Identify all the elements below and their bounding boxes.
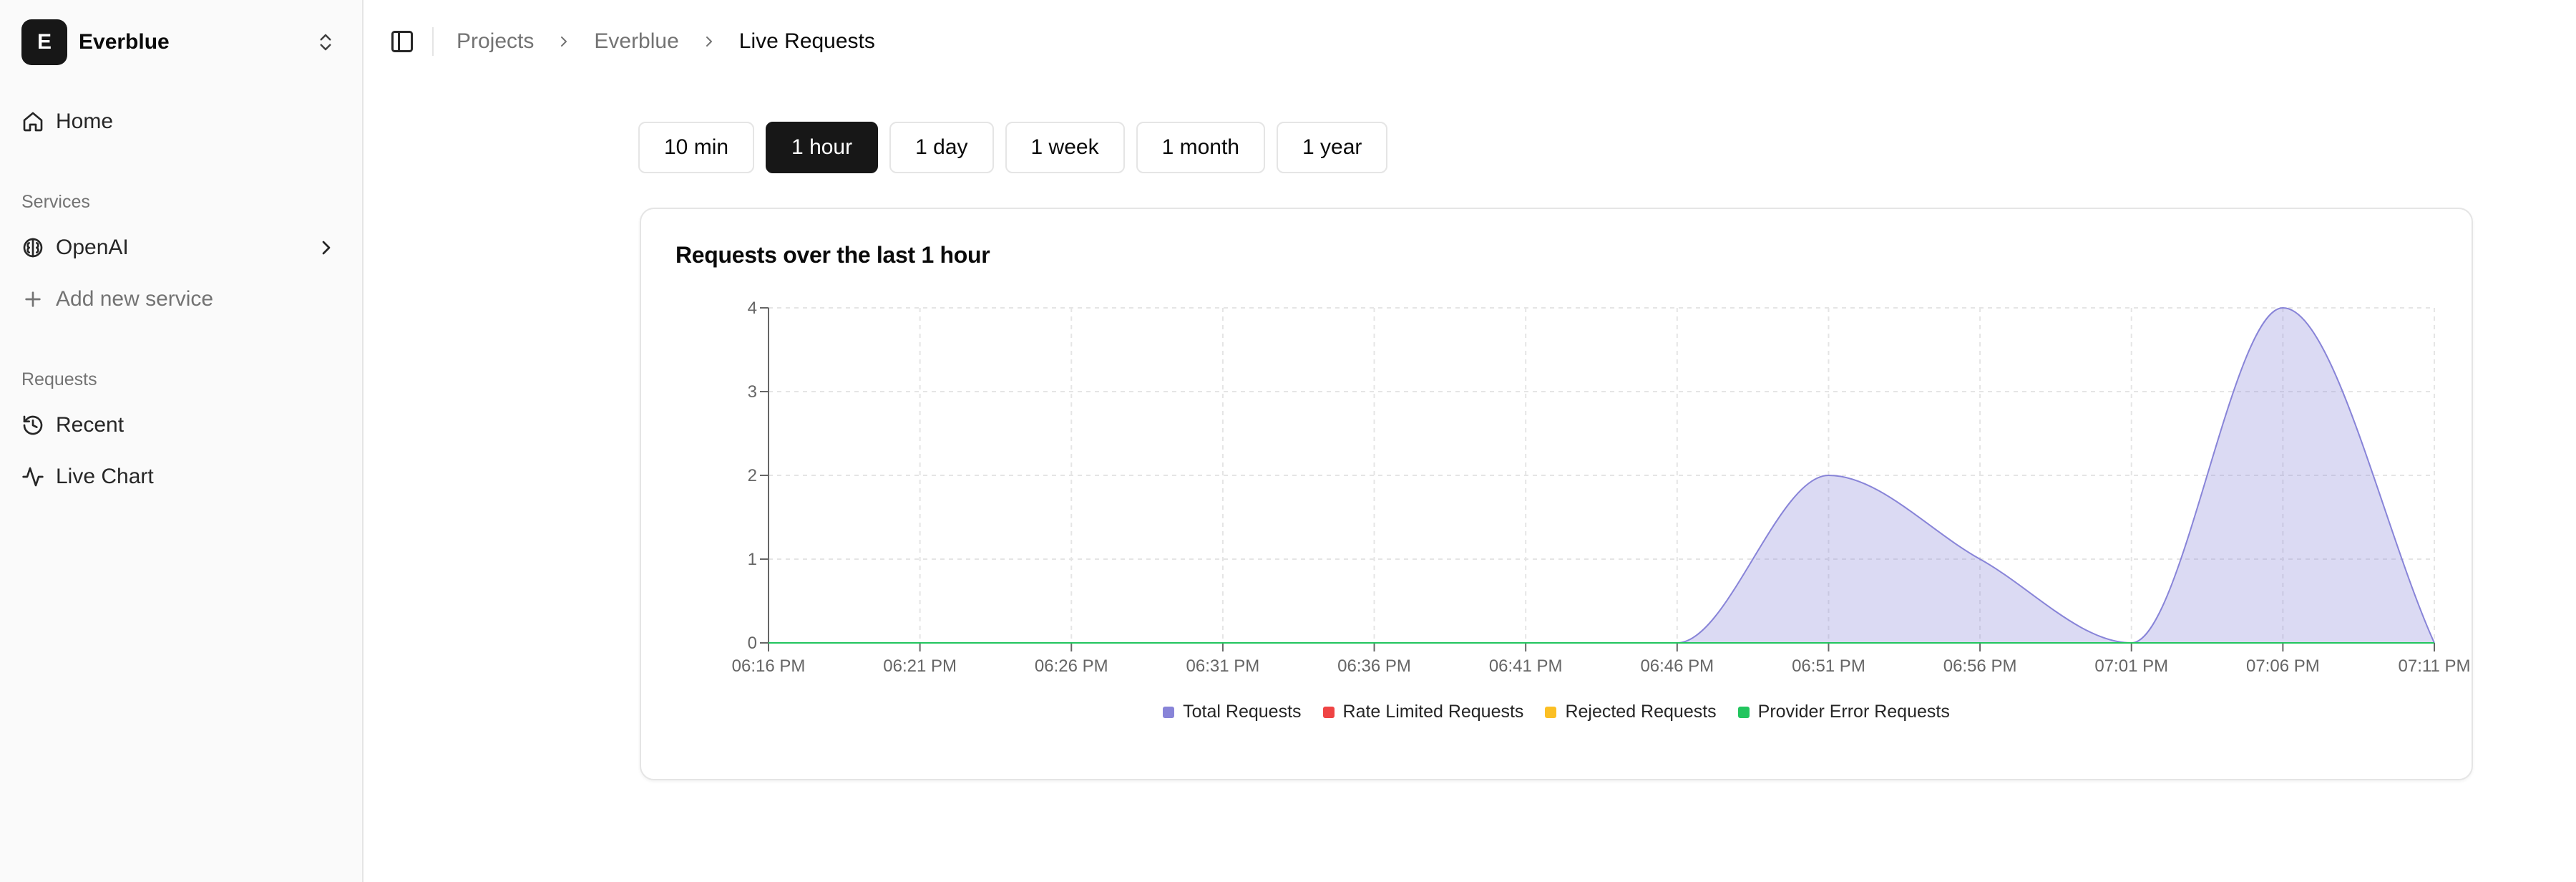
y-tick-label: 2: [748, 466, 757, 485]
sidebar-item-home[interactable]: Home: [21, 100, 341, 143]
range-button-1-hour[interactable]: 1 hour: [766, 122, 879, 173]
breadcrumb: Projects Everblue Live Requests: [457, 27, 875, 56]
legend-swatch: [1737, 706, 1750, 718]
sidebar-item-label: Live Chart: [56, 465, 154, 488]
breadcrumb-projects[interactable]: Projects: [457, 29, 535, 53]
sidebar-item-openai[interactable]: OpenAI: [21, 226, 341, 269]
x-tick-label: 06:26 PM: [1035, 656, 1108, 676]
sidebar-item-label: Add new service: [56, 287, 214, 311]
time-range-selector: 10 min 1 hour 1 day 1 week 1 month 1 yea…: [638, 122, 1388, 173]
breadcrumb-current-page: Live Requests: [738, 29, 875, 53]
legend-label: Rejected Requests: [1565, 702, 1717, 722]
legend-label: Total Requests: [1183, 702, 1302, 722]
legend-swatch: [1322, 706, 1335, 718]
activity-icon: [22, 467, 44, 487]
requests-section-label: Requests: [21, 369, 97, 389]
legend-label: Rate Limited Requests: [1342, 702, 1524, 722]
home-icon: [23, 112, 43, 132]
y-tick-label: 0: [748, 634, 757, 653]
brain-icon: [23, 238, 43, 258]
history-icon: [23, 415, 43, 435]
legend-item[interactable]: Provider Error Requests: [1737, 702, 1950, 722]
legend-item[interactable]: Rejected Requests: [1545, 702, 1717, 722]
sidebar-item-label: OpenAI: [56, 236, 129, 259]
x-tick-label: 06:21 PM: [883, 656, 957, 676]
project-avatar: E: [21, 19, 67, 65]
x-tick-label: 07:11 PM: [2399, 656, 2471, 676]
chevron-right-icon: [322, 241, 331, 255]
plus-icon: [25, 291, 41, 307]
chevrons-up-down-icon: [320, 34, 331, 51]
chart-title: Requests over the last 1 hour: [675, 242, 990, 268]
legend-swatch: [1545, 706, 1557, 718]
legend-label: Provider Error Requests: [1757, 702, 1950, 722]
main-content: Projects Everblue Live Requests 10 min 1…: [364, 0, 2576, 882]
sidebar-toggle-icon[interactable]: [389, 29, 415, 54]
x-tick-label: 06:46 PM: [1640, 656, 1714, 676]
sidebar-item-add-service[interactable]: Add new service: [21, 278, 341, 321]
y-tick-label: 1: [748, 550, 757, 569]
sidebar-item-label: Recent: [56, 413, 125, 437]
chevron-right-icon: [561, 37, 567, 47]
range-button-10-min[interactable]: 10 min: [638, 122, 755, 173]
y-tick-label: 3: [748, 382, 757, 402]
breadcrumb-everblue[interactable]: Everblue: [594, 29, 679, 53]
x-tick-label: 06:31 PM: [1186, 656, 1260, 676]
toolbar-divider: [432, 27, 434, 56]
sidebar-item-label: Home: [56, 110, 114, 133]
legend-item[interactable]: Rate Limited Requests: [1322, 702, 1524, 722]
range-button-1-week[interactable]: 1 week: [1005, 122, 1125, 173]
area-total-requests: [769, 308, 2434, 643]
chart-card: Requests over the last 1 hour 0 1 2 3 4 06:16…: [640, 208, 2473, 780]
x-tick-label: 06:56 PM: [1943, 656, 2017, 676]
x-tick-label: 06:41 PM: [1489, 656, 1563, 676]
services-section-label: Services: [21, 192, 90, 212]
sidebar-item-recent[interactable]: Recent: [21, 404, 341, 447]
y-tick-label: 4: [748, 299, 757, 318]
requests-chart: 0 1 2 3 4 06:16 PM 06:21 PM 06:26 PM 06:31 PM 06:…: [732, 299, 2471, 676]
chart-legend: Total Requests Rate Limited Requests Rejec…: [641, 702, 2472, 722]
x-tick-label: 07:01 PM: [2094, 656, 2168, 676]
range-button-1-month[interactable]: 1 month: [1136, 122, 1265, 173]
project-switcher[interactable]: E Everblue: [21, 19, 341, 66]
project-name: Everblue: [79, 30, 170, 54]
legend-swatch: [1163, 706, 1175, 718]
sidebar: E Everblue Home Services OpenAI: [0, 0, 364, 882]
chevron-right-icon: [706, 37, 712, 47]
range-button-1-day[interactable]: 1 day: [889, 122, 994, 173]
range-button-1-year[interactable]: 1 year: [1276, 122, 1388, 173]
x-tick-label: 06:51 PM: [1792, 656, 1865, 676]
x-tick-label: 06:16 PM: [732, 656, 806, 676]
x-tick-label: 06:36 PM: [1337, 656, 1411, 676]
x-tick-label: 07:06 PM: [2246, 656, 2320, 676]
sidebar-item-live-chart[interactable]: Live Chart: [21, 455, 341, 498]
legend-item[interactable]: Total Requests: [1163, 702, 1302, 722]
